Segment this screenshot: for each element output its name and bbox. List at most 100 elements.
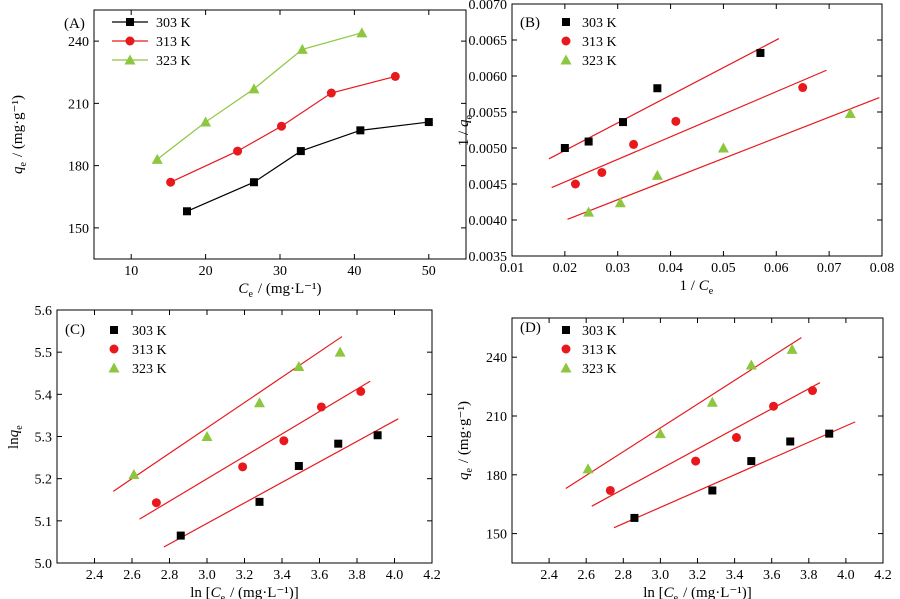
panel-1-xtick-label: 40 — [347, 264, 361, 279]
panel-4-xtick-label: 3.2 — [689, 568, 707, 583]
panel-3-data-point — [255, 497, 264, 506]
panel-2-legend-label: 323 K — [582, 54, 617, 69]
panel-3-xtick-label: 3.6 — [311, 568, 329, 583]
panel-3-data-point — [128, 468, 140, 479]
panel-3-ytick-label: 5.5 — [35, 346, 53, 361]
panel-2-ytick-label: 0.0050 — [469, 142, 508, 157]
panel-2-ytick-label: 0.0070 — [469, 0, 508, 13]
panel-2-data-point — [597, 167, 607, 177]
panel-3-legend-label: 313 K — [132, 343, 167, 358]
panel-3-xtick-label: 2.4 — [86, 568, 104, 583]
panel-4-xtick-label: 3.8 — [800, 568, 818, 583]
panel-2-xtick-label: 0.03 — [605, 261, 630, 276]
panel-2-xtick-label: 0.06 — [764, 261, 789, 276]
panel-4-data-point — [769, 401, 779, 411]
panel-4-data-point — [706, 396, 718, 407]
panel-1-ylabel: qe / (mg·g⁻¹) — [10, 95, 29, 174]
panel-3-xtick-label: 4.2 — [423, 568, 441, 583]
panel-4-legend-marker — [560, 362, 572, 373]
panel-2-ylabel: 1 / qe — [456, 114, 475, 146]
panel-3-data-point — [334, 346, 346, 357]
panel-2-data-point — [717, 142, 729, 153]
panel-1-legend-marker — [125, 36, 135, 46]
panel-3-legend-marker — [108, 362, 120, 373]
panel-1-xlabel: Ce / (mg·L⁻¹) — [238, 281, 321, 300]
panel-3-data-point — [201, 431, 213, 441]
panel-2-ytick-label: 0.0060 — [469, 70, 508, 85]
panel-2-data-point — [671, 116, 681, 126]
panel-2-data-point — [756, 48, 765, 57]
panel-4-legend-label: 313 K — [582, 343, 617, 358]
panel-3-ytick-label: 5.6 — [35, 304, 53, 319]
panel-4-data-point — [825, 429, 834, 438]
panel-1-legend-label: 313 K — [156, 35, 191, 50]
panel-4-ytick-label: 210 — [486, 410, 507, 425]
panel-3-panel-label: (C) — [65, 322, 85, 338]
panel-2-data-point — [653, 84, 662, 93]
panel-3-data-point — [151, 498, 161, 508]
panel-3-data-point — [334, 439, 343, 448]
panel-1-data-point — [296, 147, 305, 156]
panel-1-data-point — [249, 178, 258, 187]
panel-3-data-point — [356, 386, 366, 396]
panel-3-xtick-label: 3.8 — [348, 568, 366, 583]
panel-1-data-point — [200, 116, 212, 127]
panel-2-legend-marker — [561, 36, 571, 46]
panel-4-legend-label: 303 K — [582, 324, 617, 339]
panel-2-data-point — [614, 197, 626, 208]
panel-3-xtick-label: 4.0 — [386, 568, 404, 583]
panel-4-data-point — [582, 463, 594, 474]
panel-3-xtick-label: 3.2 — [236, 568, 254, 583]
panel-3-xtick-label: 2.8 — [161, 568, 179, 583]
panel-4-ytick-label: 150 — [486, 528, 507, 543]
panel-3-data-point — [279, 436, 289, 446]
panel-4-xlabel: ln [Ce / (mg·L⁻¹)] — [643, 585, 752, 599]
panel-1-data-point — [296, 43, 308, 54]
panel-2-data-point — [798, 83, 808, 93]
panel-2-data-point — [584, 137, 593, 146]
panel-2-xtick-label: 0.04 — [658, 261, 683, 276]
panel-3-legend-marker — [109, 344, 119, 354]
panel-2-legend-marker — [562, 18, 570, 26]
panel-1-ytick-label: 180 — [68, 160, 89, 175]
panel-4-legend-marker — [561, 344, 571, 354]
panel-4-xtick-label: 2.8 — [615, 568, 633, 583]
panel-2-data-point — [844, 107, 856, 118]
panel-2-fit-line — [551, 69, 827, 189]
panel-3-data-point — [238, 462, 248, 472]
panel-4-data-point — [605, 485, 615, 495]
panel-3-legend-marker — [110, 326, 118, 334]
panel-1-data-point — [276, 121, 286, 131]
panel-1-legend-label: 323 K — [156, 54, 191, 69]
panel-2-xtick-label: 0.07 — [817, 261, 842, 276]
panel-2-data-point — [619, 118, 627, 127]
panel-2-xtick-label: 0.05 — [711, 261, 736, 276]
panel-2-xtick-label: 0.02 — [553, 261, 578, 276]
panel-4-data-point — [691, 456, 701, 466]
panel-1-legend-marker — [124, 54, 136, 65]
panel-4-xtick-label: 2.6 — [577, 568, 595, 583]
panel-3-xtick-label: 3.0 — [198, 568, 216, 583]
panel-2-xlabel: 1 / Ce — [680, 278, 715, 297]
panel-4-xtick-label: 4.2 — [874, 568, 892, 583]
panel-3-data-point — [176, 531, 185, 540]
panel-3-data-point — [254, 397, 265, 408]
panel-3-xtick-label: 2.6 — [123, 568, 141, 583]
panel-1-ytick-label: 210 — [68, 97, 89, 112]
panel-3-data-point — [373, 431, 382, 440]
panel-1-panel-label: (A) — [64, 16, 85, 32]
panel-2-legend-label: 303 K — [582, 16, 617, 31]
panel-3-ytick-label: 5.2 — [35, 473, 53, 488]
panel-4-data-point — [731, 433, 741, 443]
panel-1-xtick-label: 10 — [124, 264, 138, 279]
panel-2-ytick-label: 0.0055 — [469, 106, 508, 121]
panel-2-panel-label: (B) — [520, 15, 540, 31]
panel-2-fit-line — [567, 97, 880, 220]
panel-4-fit-line — [613, 421, 856, 529]
panel-1-data-point — [248, 83, 260, 94]
panel-1-data-point — [356, 126, 365, 135]
panel-1-legend-label: 303 K — [156, 16, 191, 31]
panel-4-data-point — [747, 457, 756, 466]
panel-4-xtick-label: 3.0 — [652, 568, 670, 583]
